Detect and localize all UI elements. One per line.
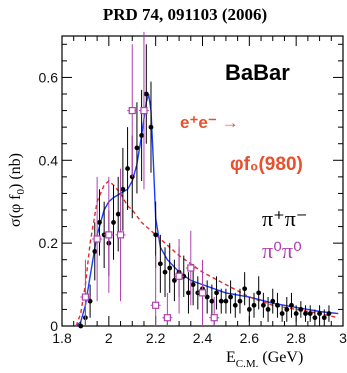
- x-tick-label: 2.6: [240, 330, 260, 346]
- data-point: [111, 220, 116, 225]
- data-point: [228, 294, 234, 300]
- x-tick-label: 2.8: [286, 330, 306, 346]
- y-axis-label-group: σ(φ f0) (nb): [7, 153, 27, 227]
- data-point: [81, 293, 90, 301]
- chart-title: PRD 74, 091103 (2006): [103, 5, 267, 24]
- data-point: [218, 298, 224, 304]
- x-tick-label: 1.8: [52, 330, 72, 346]
- legend-pi-plus-pi-minus: π⁺π⁻: [262, 206, 307, 231]
- data-point: [143, 91, 149, 97]
- x-tick-label: 2.2: [146, 330, 166, 346]
- data-point: [186, 290, 191, 296]
- data-point: [210, 314, 218, 322]
- data-point: [134, 145, 140, 151]
- y-tick-label: 0.6: [39, 69, 59, 85]
- data-point: [237, 298, 243, 304]
- y-tick-label: 0.2: [39, 235, 59, 251]
- data-point: [209, 298, 215, 304]
- data-point: [298, 307, 304, 312]
- fit-curve-dashed: [75, 180, 339, 327]
- data-point: [105, 231, 113, 239]
- x-axis-label: EC.M. (GeV): [226, 349, 303, 370]
- x-tick-label: 3: [339, 330, 347, 346]
- data-point: [279, 311, 285, 316]
- data-point: [190, 282, 196, 287]
- x-axis-label-sub: C.M.: [236, 358, 259, 370]
- data-point: [167, 265, 173, 271]
- y-axis-label: σ(φ f0) (nb): [7, 153, 27, 227]
- axis-ticks: [61, 36, 344, 327]
- data-point: [187, 264, 195, 272]
- data-point: [78, 323, 84, 329]
- data-point: [157, 261, 163, 267]
- y-axis-label-main: σ(φ f: [7, 194, 24, 227]
- data-point: [153, 232, 159, 238]
- data-point: [128, 106, 136, 115]
- data-point: [251, 302, 257, 308]
- data-point: [163, 314, 171, 322]
- y-axis-label-sub: 0: [15, 188, 27, 194]
- data-point: [223, 298, 229, 304]
- data-point: [242, 286, 248, 292]
- data-point: [246, 307, 252, 312]
- data-point: [307, 311, 313, 316]
- data-point: [125, 166, 130, 171]
- data-point: [115, 211, 121, 217]
- data-point: [152, 301, 160, 309]
- data-point: [270, 298, 276, 304]
- x-axis-label-main: E: [226, 349, 236, 366]
- data-point: [93, 235, 101, 243]
- data-point: [293, 311, 299, 316]
- process-label: e⁺e⁻ →: [180, 113, 239, 132]
- data-point: [312, 315, 318, 321]
- data-point: [265, 307, 271, 312]
- data-point: [321, 315, 327, 321]
- data-point: [214, 290, 219, 296]
- axis-tick-labels: 1.8 2 2.2 2.4 2.6 2.8 3 0 0.2 0.4 0.6: [39, 69, 347, 346]
- series-pi-zero-pi-zero: [80, 31, 220, 326]
- y-tick-label: 0.4: [39, 152, 59, 168]
- data-point: [317, 311, 322, 316]
- data-point: [232, 302, 238, 308]
- data-point: [275, 302, 280, 308]
- experiment-label: BaBar: [225, 60, 290, 85]
- data-point: [175, 272, 183, 280]
- x-tick-label: 2: [105, 330, 113, 346]
- y-axis-label-unit: ) (nb): [7, 153, 24, 189]
- data-point: [120, 186, 126, 192]
- data-point: [260, 302, 266, 308]
- data-point: [116, 231, 125, 239]
- data-point: [326, 311, 332, 316]
- data-point: [97, 220, 102, 225]
- final-state-label: φf₀(980): [230, 154, 303, 175]
- data-point: [256, 290, 262, 296]
- data-point: [303, 311, 308, 316]
- data-point: [140, 106, 148, 115]
- y-tick-label: 0: [50, 318, 58, 334]
- data-point: [162, 269, 168, 275]
- data-point: [289, 302, 294, 308]
- x-tick-label: 2.4: [193, 330, 213, 346]
- data-point: [148, 124, 154, 130]
- data-point: [92, 249, 98, 254]
- data-point: [198, 289, 207, 297]
- legend-pi-zero-pi-zero: π⁰π⁰: [262, 238, 302, 263]
- data-point: [139, 133, 145, 138]
- data-point: [284, 307, 290, 312]
- x-axis-label-unit: (GeV): [262, 349, 303, 366]
